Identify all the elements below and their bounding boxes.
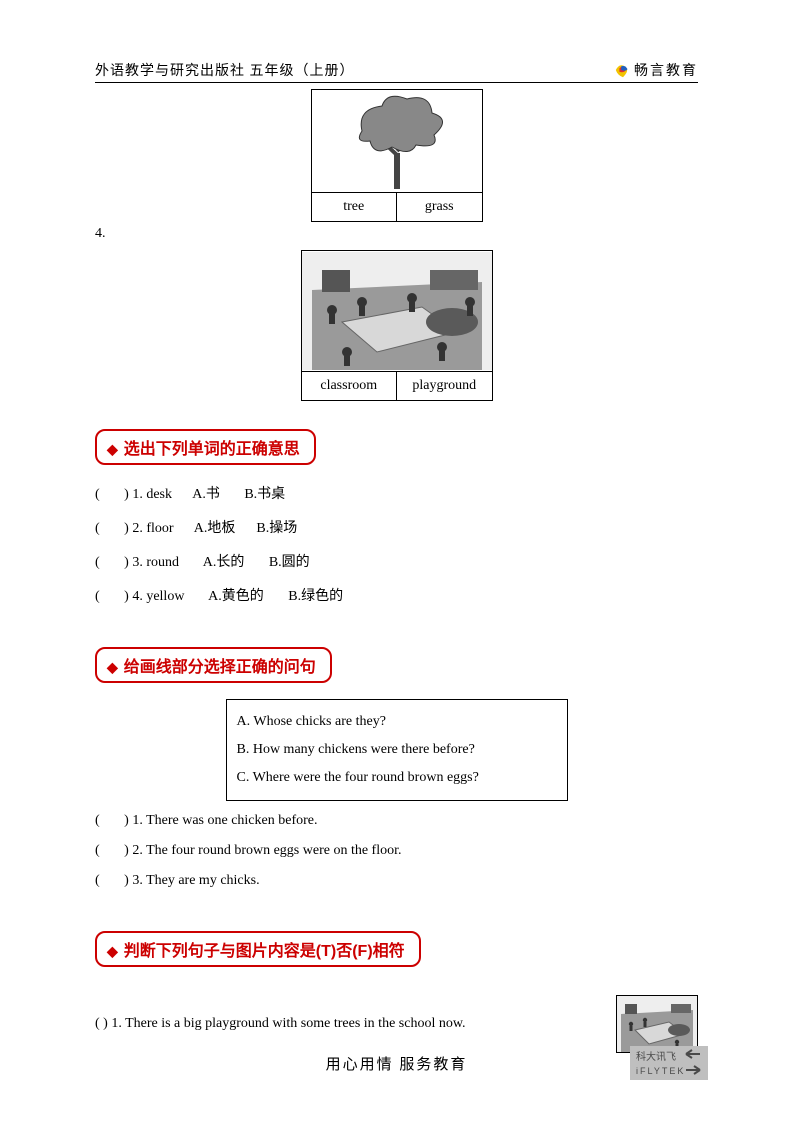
truefalse-image-1 [616,995,698,1053]
question-match-3[interactable]: ( ) 3. They are my chicks. [95,873,698,889]
option-grass[interactable]: grass [397,193,482,221]
question-4: 4. [95,226,698,242]
question-match-2[interactable]: ( ) 2. The four round brown eggs were on… [95,843,698,859]
image-card-tree: tree grass [311,89,483,222]
header-brand-text: 畅言教育 [634,60,698,80]
header-brand: 畅言教育 [614,60,698,80]
meaning-q4[interactable]: ( ) 4. yellow A.黄色的 B.绿色的 [95,585,698,605]
svg-text:iFLYTEK: iFLYTEK [636,1066,685,1076]
image-card-options-row: classroom playground [302,372,492,400]
meaning-q2[interactable]: ( ) 2. floor A.地板 B.操场 [95,517,698,537]
question-match-1[interactable]: ( ) 1. There was one chicken before. [95,813,698,829]
section-title-truefalse-text: 判断下列句子与图片内容是(T)否(F)相符 [124,943,405,960]
diamond-icon: ◆ [107,943,118,960]
option-C: C. Where were the four round brown eggs? [237,764,557,792]
question-4-number: 4. [95,226,698,242]
iflytek-logo-icon: 科大讯飞 iFLYTEK [630,1046,708,1080]
playground-image [302,251,492,372]
option-tree[interactable]: tree [312,193,398,221]
playground-illustration-icon [302,252,492,370]
section-title-meaning: ◆ 选出下列单词的正确意思 [95,429,316,465]
diamond-icon: ◆ [107,441,118,458]
playground-small-illustration-icon [617,996,697,1052]
section-title-question: ◆ 给画线部分选择正确的问句 [95,647,332,683]
brand-logo-icon [614,61,632,79]
section-title-meaning-text: 选出下列单词的正确意思 [124,441,300,458]
options-box: A. Whose chicks are they? B. How many ch… [226,699,568,801]
option-classroom[interactable]: classroom [302,372,398,400]
option-B: B. How many chickens were there before? [237,736,557,764]
option-playground[interactable]: playground [397,372,492,400]
section-title-question-text: 给画线部分选择正确的问句 [124,659,316,676]
section-choose-question: ◆ 给画线部分选择正确的问句 A. Whose chicks are they? … [95,619,698,889]
page: 外语教学与研究出版社 五年级（上册） 畅言教育 tree [0,0,793,1122]
image-card-playground: classroom playground [301,250,493,401]
image-choice-4: classroom playground [95,250,698,401]
meaning-q1[interactable]: ( ) 1. desk A.书 B.书桌 [95,483,698,503]
option-A: A. Whose chicks are they? [237,708,557,736]
meaning-q3[interactable]: ( ) 3. round A.长的 B.圆的 [95,551,698,571]
truefalse-row-1: ( ) 1. There is a big playground with so… [95,995,698,1053]
truefalse-q1[interactable]: ( ) 1. There is a big playground with so… [95,1016,466,1032]
section-choose-meaning: ◆ 选出下列单词的正确意思 ( ) 1. desk A.书 B.书桌 ( ) 2.… [95,401,698,605]
tree-illustration-icon [312,91,482,191]
image-choice-3: tree grass [95,89,698,222]
image-card-options-row: tree grass [312,193,482,221]
section-title-truefalse: ◆ 判断下列句子与图片内容是(T)否(F)相符 [95,931,421,967]
svg-text:科大讯飞: 科大讯飞 [636,1050,676,1063]
header-publisher: 外语教学与研究出版社 五年级（上册） [95,60,355,80]
diamond-icon: ◆ [107,659,118,676]
page-header: 外语教学与研究出版社 五年级（上册） 畅言教育 [95,60,698,83]
section-true-false: ◆ 判断下列句子与图片内容是(T)否(F)相符 ( ) 1. There is a… [95,903,698,1053]
tree-image [312,90,482,193]
